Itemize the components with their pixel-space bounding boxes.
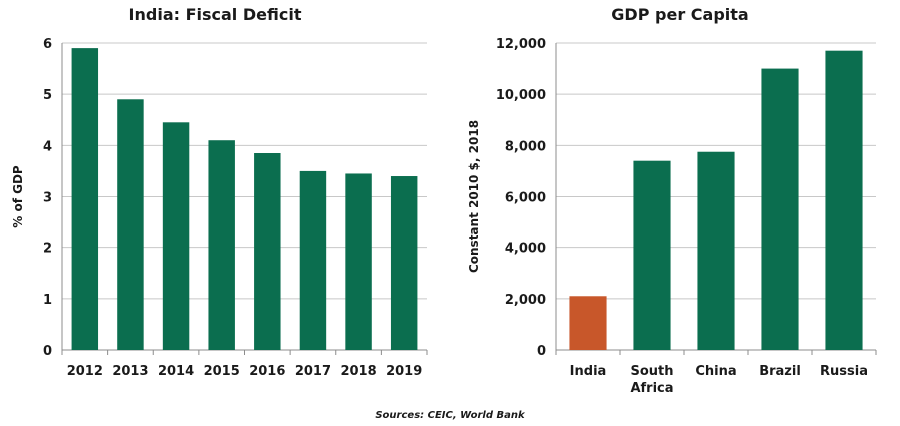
fiscal-y-axis-label: % of GDP	[11, 165, 25, 228]
gdp-y-tick-label: 6,000	[505, 191, 546, 206]
fiscal-bar-2015	[208, 140, 235, 350]
gdp-bar-south-africa	[633, 160, 671, 350]
gdp-y-tick-label: 0	[537, 344, 546, 359]
gdp-chart-title: GDP per Capita	[611, 5, 748, 24]
fiscal-bar-2012	[71, 48, 99, 350]
fiscal-y-tick-label: 4	[43, 139, 52, 154]
gdp-bar-russia	[825, 50, 863, 351]
fiscal-bar-2018	[345, 173, 372, 350]
fiscal-bar-2014	[162, 122, 190, 350]
fiscal-bar-2017	[299, 170, 327, 350]
gdp-y-tick-label: 4,000	[505, 242, 546, 257]
fiscal-x-tick-label: 2013	[112, 364, 148, 379]
fiscal-x-tick-label: 2019	[386, 364, 422, 379]
gdp-per-capita-chart: GDP per Capita Constant 2010 $, 2018 0 2,00…	[467, 5, 877, 396]
gdp-x-tick-label: Brazil	[759, 364, 801, 379]
gdp-y-tick-label: 8,000	[505, 139, 546, 154]
gdp-bar-china	[697, 151, 735, 350]
fiscal-bar-2016	[254, 153, 281, 350]
fiscal-chart-title: India: Fiscal Deficit	[129, 5, 302, 24]
gdp-x-tick-label: China	[695, 364, 736, 379]
fiscal-y-tick-label: 6	[43, 37, 52, 52]
fiscal-x-tick-label: 2014	[158, 364, 194, 379]
fiscal-y-tick-label: 0	[43, 344, 52, 359]
fiscal-y-tick-label: 2	[43, 242, 52, 257]
gdp-x-tick-label: Russia	[820, 364, 868, 379]
fiscal-y-tick-label: 5	[43, 88, 52, 103]
fiscal-x-tick-label: 2017	[295, 364, 331, 379]
source-note: Sources: CEIC, World Bank	[375, 410, 526, 421]
gdp-x-tick-label: India	[570, 364, 607, 379]
gdp-y-tick-label: 2,000	[505, 293, 546, 308]
fiscal-deficit-chart: India: Fiscal Deficit % of GDP 0 1 2 3 4 5 6 2012…	[11, 5, 428, 379]
fiscal-x-tick-label: 2015	[204, 364, 240, 379]
gdp-bar-india	[569, 296, 607, 350]
gdp-y-axis-label: Constant 2010 $, 2018	[467, 120, 481, 273]
gdp-bar-brazil	[761, 68, 799, 350]
fiscal-y-tick-label: 1	[43, 293, 52, 308]
gdp-x-tick-label: South Africa	[630, 364, 673, 396]
fiscal-bar-2013	[117, 99, 144, 351]
gdp-y-tick-label: 10,000	[496, 88, 546, 103]
fiscal-x-tick-label: 2012	[67, 364, 103, 379]
fiscal-x-tick-label: 2016	[249, 364, 285, 379]
gdp-y-tick-label: 12,000	[496, 37, 546, 52]
fiscal-x-tick-label: 2018	[340, 364, 376, 379]
fiscal-y-tick-label: 3	[43, 191, 52, 206]
fiscal-bar-2019	[390, 176, 418, 350]
